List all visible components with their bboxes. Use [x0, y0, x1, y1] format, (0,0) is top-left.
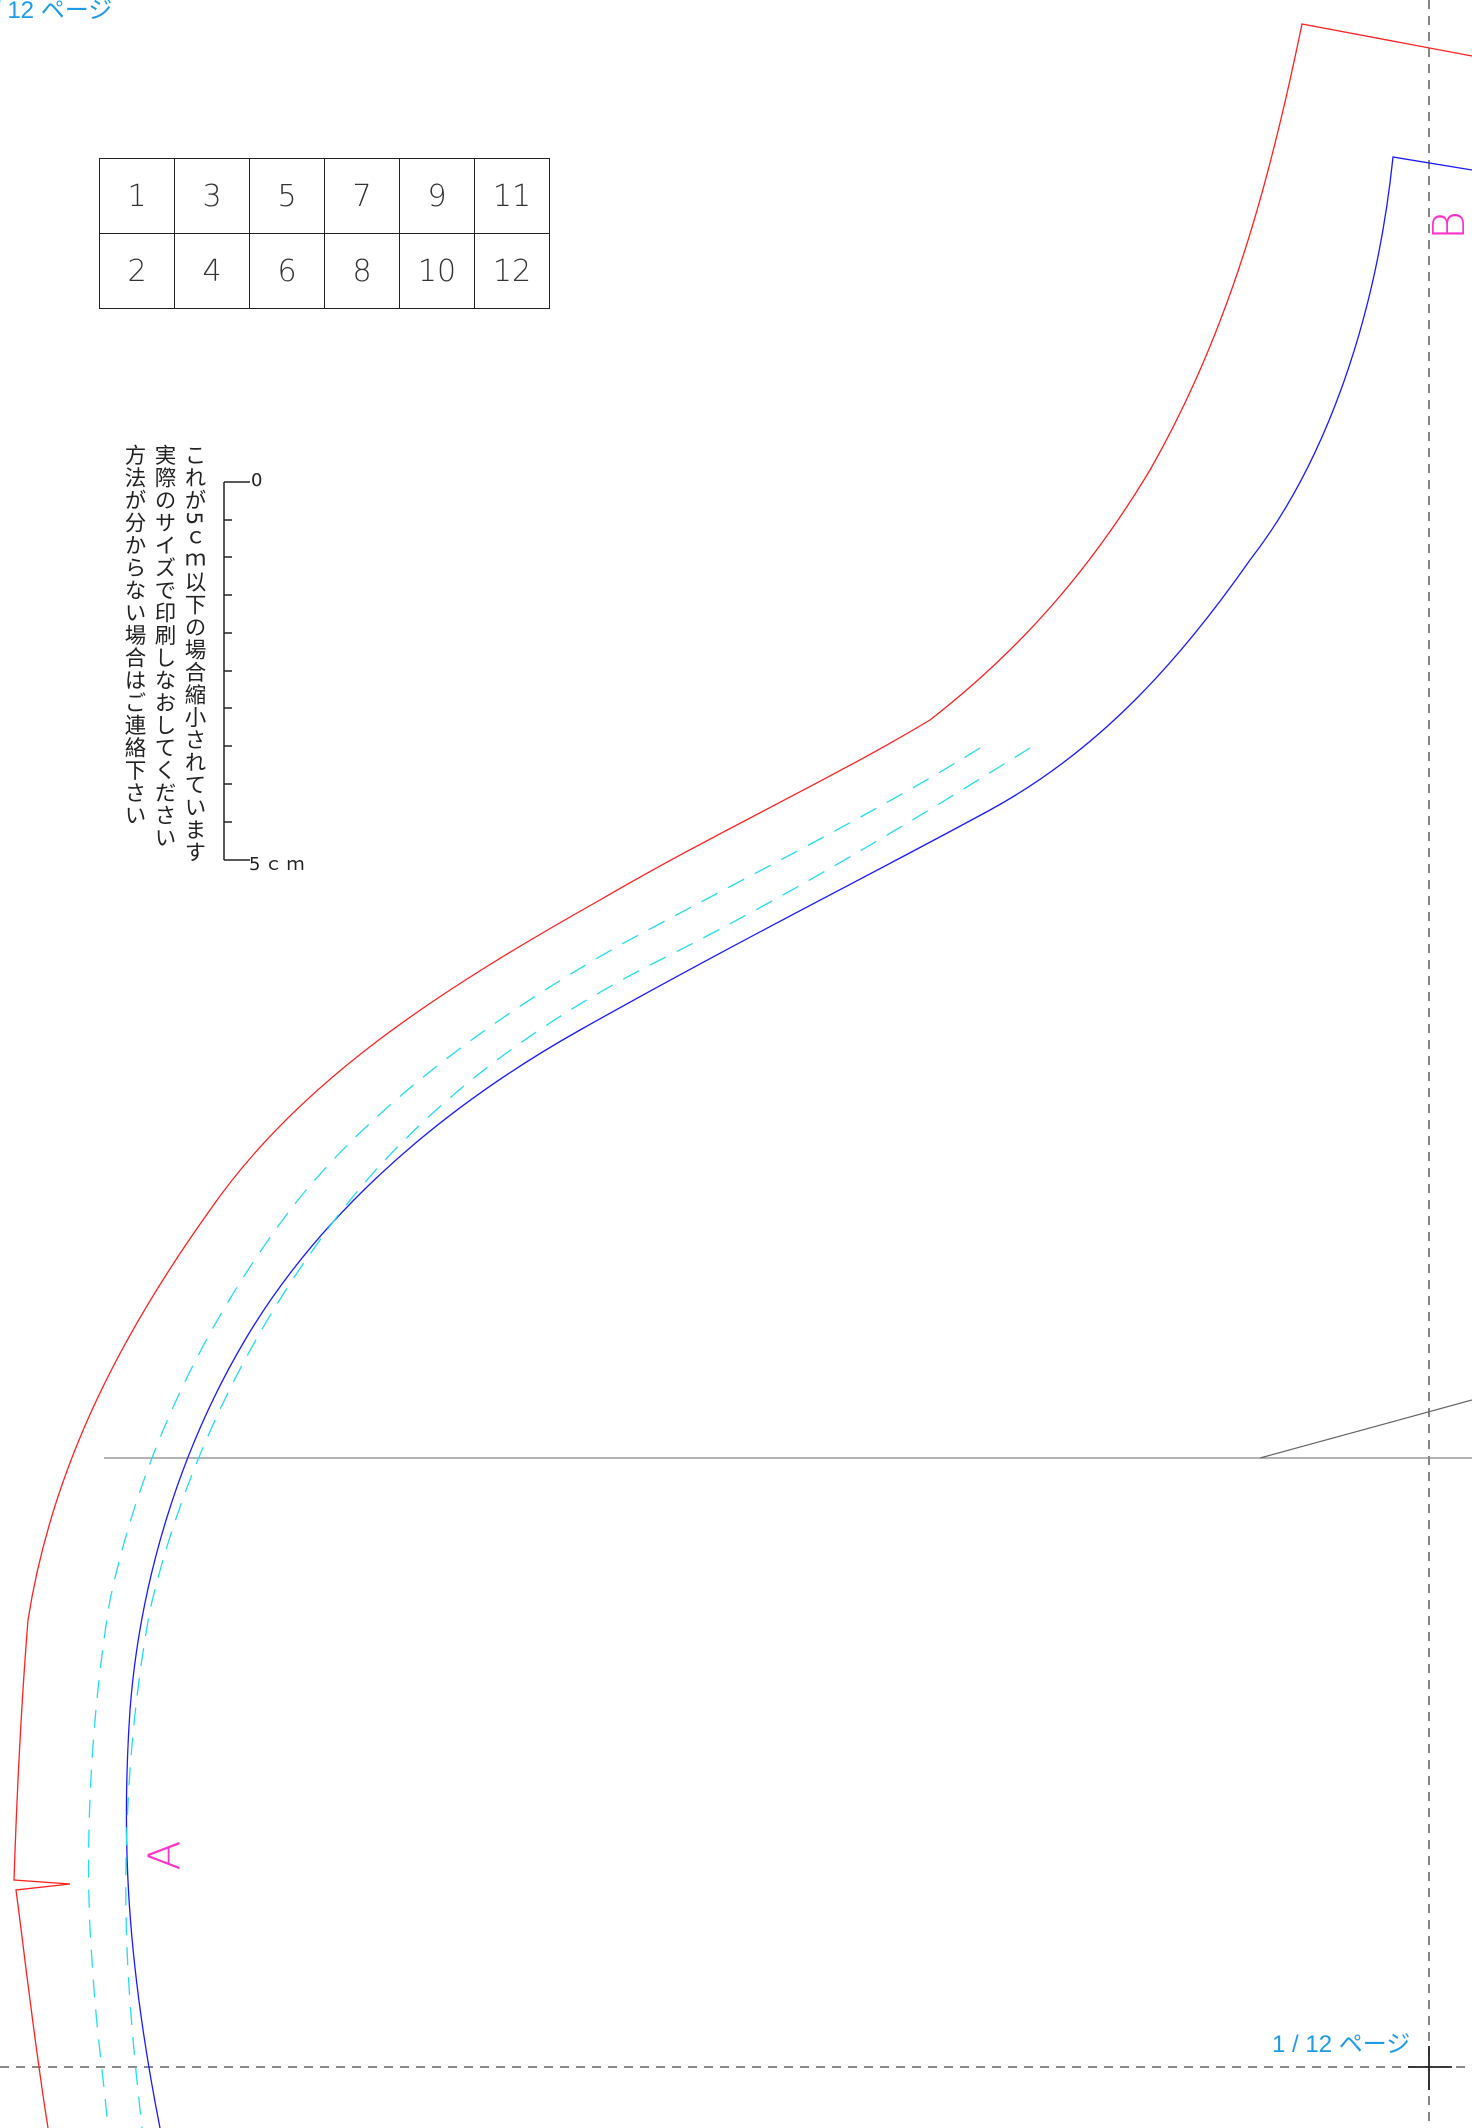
- scale-note-line: 方法が分からない場合はご連絡下さい: [121, 444, 146, 827]
- page-number-label: 1 / 12 ページ: [1272, 2031, 1411, 2058]
- page-grid-cell: 9: [399, 158, 475, 234]
- scale-note-line: 実際のサイズで印刷しなおしてください: [151, 444, 176, 849]
- stitch-line-inner: [125, 156, 1472, 2128]
- piece-label-a: A: [139, 1840, 191, 1871]
- page-grid-cell: 4: [174, 233, 250, 309]
- seam-allowance-line-1: [87, 747, 981, 2128]
- page-number-label-top: / 12 ページ: [0, 0, 113, 24]
- scale-note-line: これが5ｃｍ以下の場合縮小されています: [181, 444, 206, 864]
- page-grid-row: 2 4 6 8 10 12: [99, 233, 550, 309]
- page-grid-cell: 10: [399, 233, 475, 309]
- page-grid-row: 1 3 5 7 9 11: [99, 158, 550, 234]
- scale-end-label: 5ｃｍ: [249, 854, 309, 875]
- page-grid-cell: 2: [99, 233, 175, 309]
- piece-label-b: B: [1423, 211, 1472, 240]
- reference-diagonal: [1259, 1399, 1472, 1459]
- page-grid-cell: 7: [324, 158, 400, 234]
- page-grid-cell: 8: [324, 233, 400, 309]
- page-grid-cell: 12: [474, 233, 550, 309]
- scale-start-label: 0: [251, 470, 263, 491]
- page-layout-grid: 1 3 5 7 9 11 2 4 6 8 10 12: [99, 158, 550, 309]
- page-grid-cell: 1: [99, 158, 175, 234]
- seam-allowance-line-2: [125, 747, 1031, 2128]
- page-grid-cell: 6: [249, 233, 325, 309]
- page-grid-cell: 11: [474, 158, 550, 234]
- scale-bar: [223, 481, 250, 861]
- scale-instruction-note: これが5ｃｍ以下の場合縮小されています 実際のサイズで印刷しなおしてください 方…: [118, 444, 208, 864]
- cut-line-outer: [13, 23, 1472, 2128]
- page-grid-cell: 5: [249, 158, 325, 234]
- page-grid-cell: 3: [174, 158, 250, 234]
